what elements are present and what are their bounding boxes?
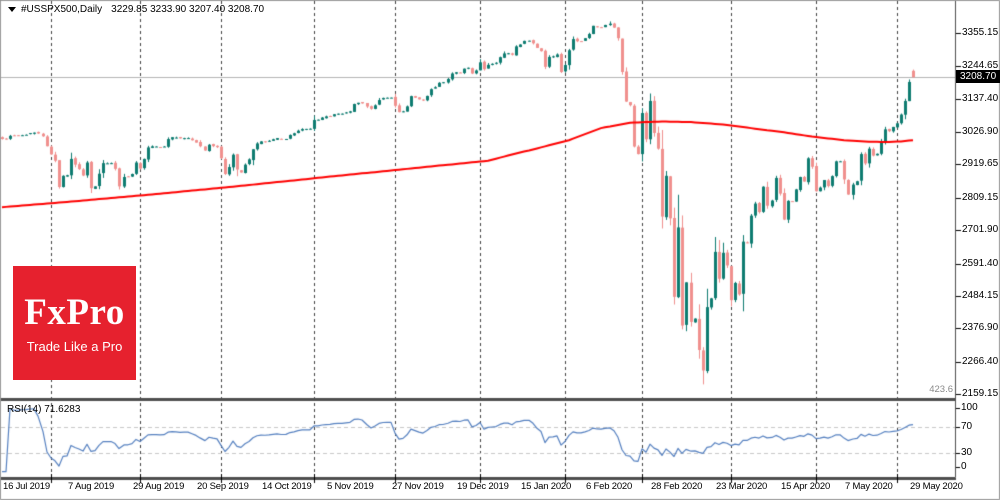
rsi-indicator-label: RSI(14) 71.6283 bbox=[7, 404, 81, 415]
ohlc-readout: 3229.85 3233.90 3207.40 3208.70 bbox=[111, 4, 265, 15]
time-axis-label: 15 Apr 2020 bbox=[781, 481, 831, 492]
time-axis-label: 29 Aug 2019 bbox=[133, 481, 185, 492]
price-axis-label: 2484.15 bbox=[962, 289, 999, 301]
time-axis-label: 7 Aug 2019 bbox=[68, 481, 115, 492]
price-axis-label: 2159.15 bbox=[962, 388, 999, 399]
fxpro-logo-tagline: Trade Like a Pro bbox=[26, 339, 123, 354]
time-axis-label: 19 Dec 2019 bbox=[457, 481, 509, 492]
price-axis-label: 3244.65 bbox=[962, 60, 999, 72]
bid-price-tag: 3208.70 bbox=[956, 70, 1000, 83]
time-axis-label: 16 Jul 2019 bbox=[3, 481, 50, 492]
time-axis-label: 14 Oct 2019 bbox=[262, 481, 312, 492]
chevron-down-icon[interactable] bbox=[8, 7, 16, 12]
price-axis-label: 2701.90 bbox=[962, 224, 999, 236]
price-axis-label: 2809.15 bbox=[962, 191, 999, 203]
time-axis-label: 28 Feb 2020 bbox=[651, 481, 703, 492]
time-axis-label: 5 Nov 2019 bbox=[327, 481, 374, 492]
fxpro-logo: FxPro Trade Like a Pro bbox=[13, 266, 136, 380]
time-axis-label: 27 Nov 2019 bbox=[392, 481, 444, 492]
fib-level-label: 423.6 bbox=[929, 384, 953, 395]
time-axis-label: 23 Mar 2020 bbox=[716, 481, 768, 492]
price-axis-label: 3026.90 bbox=[962, 126, 999, 138]
rsi-scale-label: 100 bbox=[961, 401, 978, 413]
price-axis-label: 3355.15 bbox=[962, 27, 999, 38]
time-axis-label: 20 Sep 2019 bbox=[197, 481, 249, 492]
price-axis-label: 2266.40 bbox=[962, 355, 999, 367]
rsi-scale-label: 30 bbox=[961, 447, 973, 459]
time-axis-label: 6 Feb 2020 bbox=[586, 481, 633, 492]
time-axis-label: 7 May 2020 bbox=[845, 481, 893, 492]
rsi-scale-label: 0 bbox=[961, 461, 967, 472]
time-axis-label: 15 Jan 2020 bbox=[521, 481, 572, 492]
time-axis-label: 29 May 2020 bbox=[910, 481, 963, 492]
price-axis-label: 2591.40 bbox=[962, 257, 999, 269]
price-axis-label: 2376.90 bbox=[962, 322, 999, 334]
fxpro-logo-title: FxPro bbox=[24, 292, 125, 333]
price-axis-label: 2919.65 bbox=[962, 158, 999, 170]
rsi-scale-label: 70 bbox=[961, 421, 973, 433]
chart-header: #USSPX500,Daily 3229.85 3233.90 3207.40 … bbox=[8, 4, 264, 15]
symbol-period-label: #USSPX500,Daily bbox=[21, 4, 103, 15]
price-axis-label: 3137.40 bbox=[962, 92, 999, 104]
